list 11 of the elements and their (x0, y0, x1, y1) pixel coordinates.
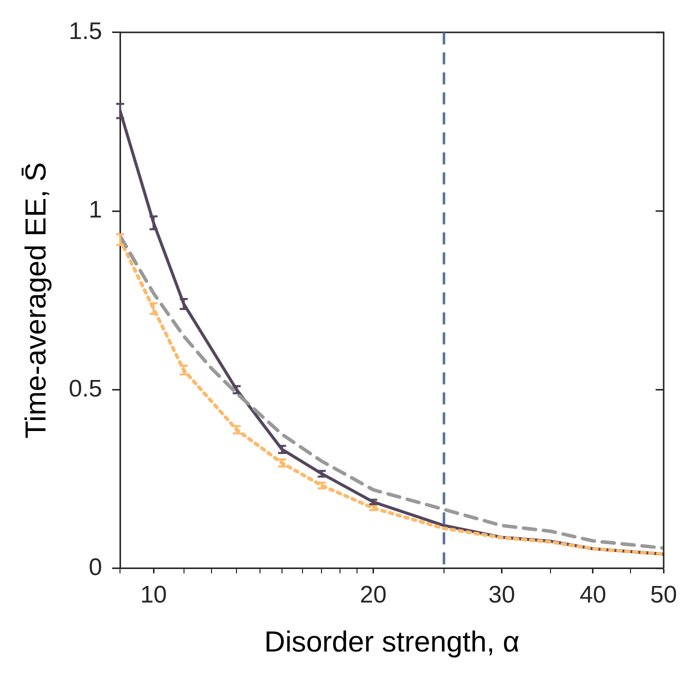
x-tick-label: 20 (360, 581, 387, 608)
x-tick-label: 30 (488, 581, 516, 608)
y-tick-label: 1.5 (68, 18, 102, 46)
x-tick-label: 10 (140, 581, 167, 608)
y-tick-label: 0 (88, 554, 102, 582)
y-axis-title: Time-averaged EE, S̄ (20, 162, 52, 438)
x-tick-label: 40 (580, 581, 606, 608)
y-tick-label: 1 (88, 196, 102, 224)
y-tick-label: 0.5 (68, 375, 102, 402)
x-axis-title: Disorder strength, α (264, 626, 520, 659)
x-tick-label: 50 (650, 581, 678, 608)
